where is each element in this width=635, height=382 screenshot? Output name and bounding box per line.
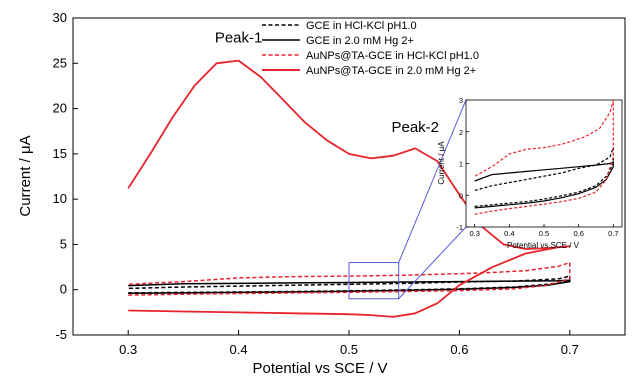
- main-x-label: Potential vs SCE / V: [252, 360, 387, 377]
- main-x-tick-label: 0.5: [340, 342, 358, 357]
- main-y-tick-label: 20: [53, 101, 67, 116]
- inset-x-axis: 0.3 0.4 0.5 0.6 0.7: [469, 224, 619, 238]
- main-x-axis: 0.3 0.4 0.5 0.6 0.7: [119, 330, 579, 357]
- inset-series-line-2: [474, 161, 614, 209]
- main-series-line-4: [127, 59, 571, 318]
- main-y-tick-label: 25: [53, 55, 67, 70]
- legend-label-4: AuNPs@TA-GCE in 2.0 mM Hg 2+: [306, 65, 476, 77]
- main-x-tick-label: 0.6: [450, 342, 468, 357]
- zoom-connector-bottom: [398, 226, 467, 300]
- legend-label-1: GCE in HCl-KCl pH1.0: [306, 20, 417, 32]
- annotation-peak-2: Peak-2: [391, 119, 439, 136]
- inset-y-tick-label: 3: [459, 96, 463, 105]
- zoom-connector-top: [398, 99, 467, 263]
- main-y-tick-label: -5: [55, 327, 67, 342]
- inset-y-tick-label: 0: [459, 191, 463, 200]
- inset-y-tick-label: 1: [459, 160, 463, 169]
- main-x-tick-label: 0.4: [230, 342, 248, 357]
- inset-x-tick-label: 0.6: [573, 229, 583, 238]
- inset-x-tick-label: 0.7: [608, 229, 618, 238]
- inset-y-axis: -1 0 1 2 3: [456, 96, 469, 232]
- main-y-axis: -5 0 5 10 15 20 25 30: [53, 10, 78, 342]
- legend-label-3: AuNPs@TA-GCE in HCl-KCl pH1.0: [306, 50, 479, 62]
- main-x-tick-label: 0.3: [119, 342, 137, 357]
- main-x-tick-label: 0.7: [561, 342, 579, 357]
- annotation-peak-1: Peak-1: [215, 29, 263, 46]
- main-y-tick-label: 15: [53, 146, 67, 161]
- main-y-tick-label: 0: [60, 282, 67, 297]
- inset-x-tick-label: 0.4: [504, 229, 514, 238]
- legend-label-2: GCE in 2.0 mM Hg 2+: [306, 35, 414, 47]
- zoom-box: [348, 262, 400, 300]
- main-y-tick-label: 5: [60, 236, 67, 251]
- inset-series-line-1: [474, 147, 614, 207]
- main-series-line-3: [128, 261, 571, 296]
- inset-series-group: [474, 99, 614, 215]
- inset-series-line-3: [474, 99, 614, 215]
- inset-x-label: Potential vs SCE / V: [507, 241, 580, 250]
- inset-y-tick-label: 2: [459, 128, 463, 137]
- main-series-group: [127, 59, 571, 318]
- main-series-line-2: [128, 279, 571, 295]
- main-y-tick-label: 10: [53, 191, 67, 206]
- inset-x-tick-label: 0.5: [539, 229, 549, 238]
- main-y-tick-label: 30: [53, 10, 67, 25]
- legend: GCE in HCl-KCl pH1.0 GCE in 2.0 mM Hg 2+ A…: [262, 20, 479, 77]
- inset-x-tick-label: 0.3: [469, 229, 479, 238]
- inset-plot: 0.3 0.4 0.5 0.6 0.7 -1 0 1 2 3 Potential vs SCE …: [437, 96, 623, 250]
- inset-y-label: Current / μA: [437, 141, 446, 185]
- main-y-label: Current / μA: [17, 135, 34, 216]
- inset-y-tick-label: -1: [456, 223, 463, 232]
